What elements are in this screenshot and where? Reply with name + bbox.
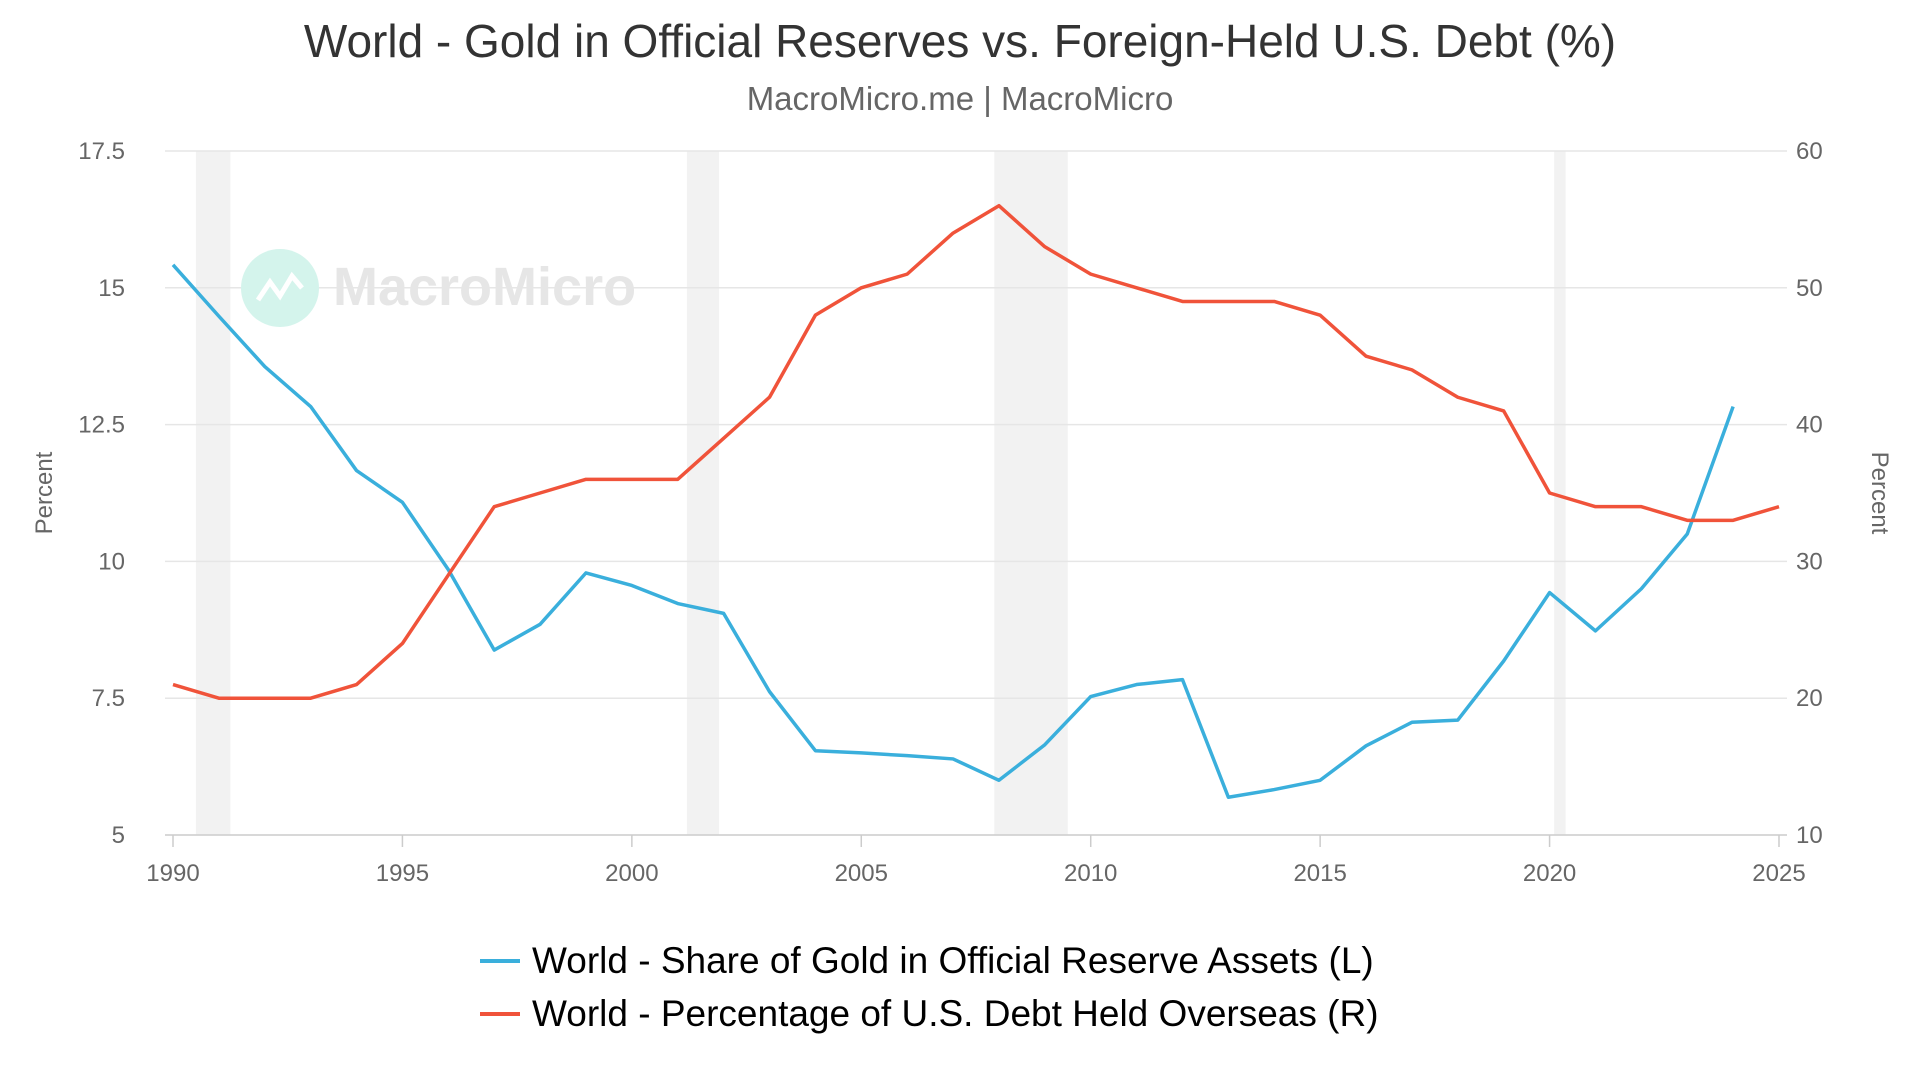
x-tick-label: 2015 [1293,860,1346,887]
series-line-debt-overseas [172,203,1780,700]
y-tick-left: 17.5 [78,138,125,165]
recession-band [1554,151,1566,835]
y-tick-left: 7.5 [92,685,125,712]
x-tick-label: 2010 [1064,860,1117,887]
legend-swatch-red [480,1012,520,1016]
y-tick-left: 5 [112,822,125,849]
legend-label: World - Share of Gold in Official Reserv… [532,940,1374,981]
y-tick-right: 30 [1796,548,1823,575]
y-tick-right: 10 [1796,822,1823,849]
chart-title: World - Gold in Official Reserves vs. Fo… [303,15,1617,67]
y-tick-left: 10 [98,548,125,575]
y-tick-left: 12.5 [78,412,125,439]
y-tick-right: 20 [1796,685,1823,712]
y-tick-right: 40 [1796,412,1823,439]
watermark-text: MacroMicro [333,257,636,317]
y-tick-right: 60 [1796,138,1823,165]
y-axis-right-label: Percent [1866,452,1893,535]
y-tick-right: 50 [1796,275,1823,302]
legend-label: World - Percentage of U.S. Debt Held Ove… [532,993,1379,1034]
x-tick-label: 2025 [1752,860,1805,887]
y-axis-left-label: Percent [31,451,58,534]
x-tick-label: 2005 [835,860,888,887]
x-tick-label: 1995 [376,860,429,887]
x-tick-label: 1990 [146,860,199,887]
legend-item-debt-overseas[interactable]: World - Percentage of U.S. Debt Held Ove… [480,993,1379,1035]
legend-swatch-blue [480,959,520,963]
recession-band [994,151,1068,835]
x-tick-label: 2020 [1523,860,1576,887]
legend-item-gold-share[interactable]: World - Share of Gold in Official Reserv… [480,940,1374,982]
recession-band [686,151,720,835]
y-tick-left: 15 [98,275,125,302]
watermark-logo: MacroMicro [241,249,636,327]
recession-band [195,151,231,835]
series-line-gold-share [171,263,1735,799]
x-tick-label: 2000 [605,860,658,887]
chart-subtitle: MacroMicro.me | MacroMicro [746,80,1174,117]
